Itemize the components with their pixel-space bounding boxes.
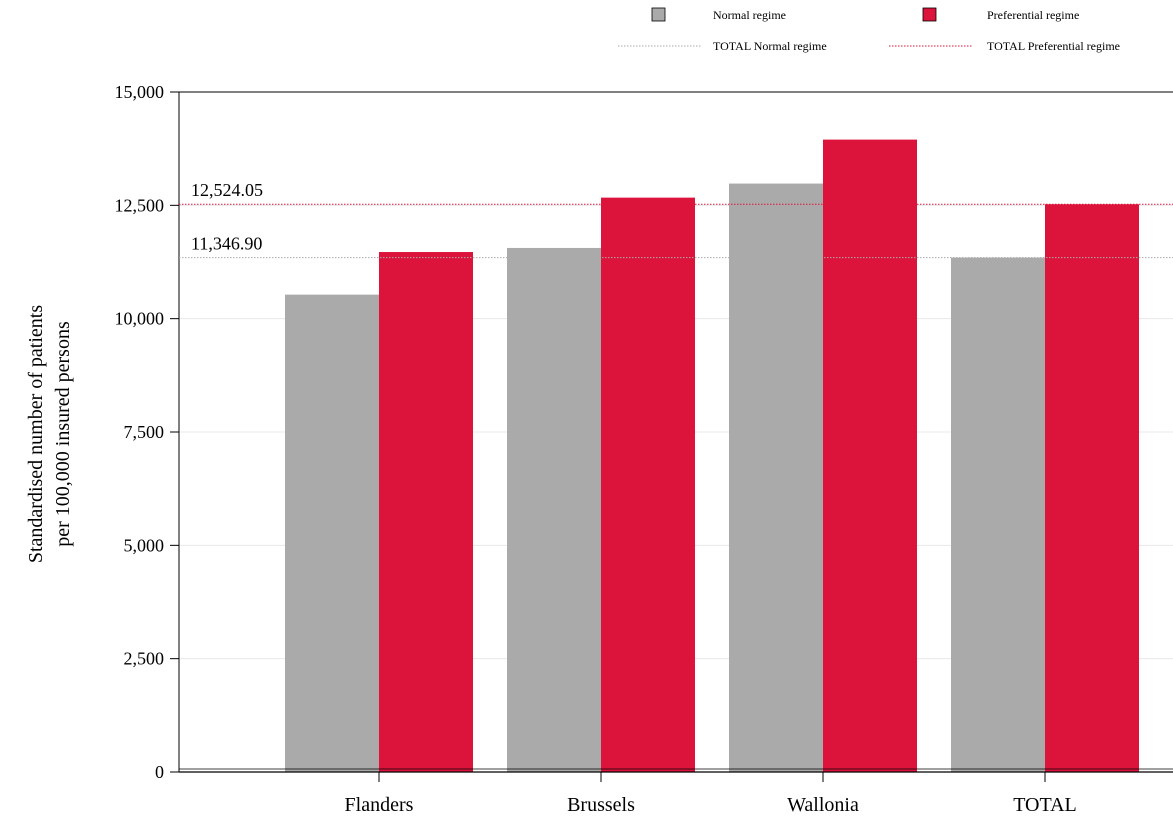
y-axis-title-line-1: Standardised number of patients [25, 305, 47, 563]
x-tick-label: Flanders [345, 794, 414, 816]
bar-preferential [823, 139, 917, 773]
legend-label-preferential: Preferential regime [987, 8, 1079, 22]
y-tick-label: 10,000 [115, 309, 165, 329]
reference-lines: 11,346.90 12,524.05 [179, 180, 1173, 259]
reference-line-label: 12,524.05 [191, 180, 263, 200]
reference-line-label: 11,346.90 [191, 234, 262, 254]
bar-normal [285, 294, 379, 772]
y-tick-label: 12,500 [115, 195, 165, 215]
legend: Normal regime Preferential regime TOTAL … [618, 7, 1120, 53]
bars [285, 139, 1139, 773]
bar-normal [507, 247, 601, 773]
legend-swatch-preferential [922, 7, 937, 22]
legend-label-normal: Normal regime [713, 8, 786, 22]
bar-normal [951, 257, 1045, 773]
y-tick-label: 5,000 [124, 535, 165, 555]
x-tick-label: Wallonia [787, 794, 859, 816]
bar-preferential [1045, 204, 1139, 773]
bar-preferential [379, 252, 473, 772]
x-tick-label: Brussels [567, 794, 635, 816]
bar-preferential [601, 197, 695, 773]
y-tick-label: 15,000 [115, 82, 165, 102]
bar-normal [729, 183, 823, 772]
y-axis-title-line-2: per 100,000 insured persons [52, 321, 74, 547]
y-tick-label: 0 [155, 762, 164, 782]
axes: 0 2,500 5,000 7,500 10,000 12,500 15,000 Flande… [115, 82, 1173, 816]
x-tick-label: TOTAL [1013, 794, 1077, 816]
y-tick-label: 7,500 [124, 422, 165, 442]
y-tick-label: 2,500 [124, 649, 165, 669]
legend-label-total-preferential: TOTAL Preferential regime [987, 39, 1120, 53]
legend-label-total-normal: TOTAL Normal regime [713, 39, 827, 53]
legend-swatch-normal [651, 7, 666, 22]
